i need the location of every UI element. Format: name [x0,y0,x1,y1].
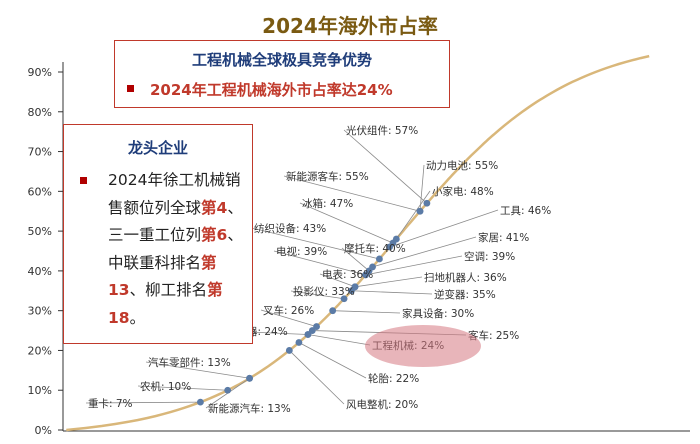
callout-point-text: 2024年工程机械海外市占率达24% [150,81,393,99]
data-point [295,339,303,346]
data-label: 冰箱: 47% [302,197,353,210]
data-label: 客车: 25% [468,329,519,342]
data-label: 轮胎: 22% [368,372,419,385]
data-label: 家具设备: 30% [402,307,474,320]
callout-text: 、三一重工位列 [108,198,243,245]
rank-zoomlion: 第13 [108,253,217,300]
leader-line [251,227,380,260]
data-label: 投影仪: 33% [293,285,355,298]
data-label: 风电整机: 20% [346,398,418,411]
y-tick-label: 70% [28,146,52,159]
callout-text: 、柳工排名 [129,281,208,299]
highlight-ellipse [365,325,481,367]
callout-competitiveness: 工程机械全球极具竞争优势 2024年工程机械海外市占率达24% [114,40,450,108]
callout-text: 、中联重科排名 [108,226,243,272]
leader-line [290,290,345,300]
leader-line [419,164,425,212]
leader-line [298,342,367,379]
leader-line [343,129,428,204]
rank-sany: 第6 [201,226,228,244]
data-label: 小家电: 48% [432,185,494,198]
y-tick-label: 0% [35,424,52,437]
data-point [369,263,376,271]
leader-line [307,334,371,346]
bullet-square-icon [80,177,87,184]
leader-line [389,209,499,248]
leader-line [299,202,394,244]
leader-line [351,290,433,295]
y-tick-label: 30% [28,305,52,318]
data-label: 农机: 10% [140,380,191,393]
callout-leading-firms: 龙头企业 2024年徐工机械销售额位列全球第4、三一重工位列第6、中联重科排名第… [63,124,253,344]
data-label: 光伏组件: 57% [346,124,418,137]
data-point [351,283,359,291]
data-point [308,327,316,334]
y-tick-label: 50% [28,225,52,238]
y-tick-label: 10% [28,384,52,397]
data-point [224,386,232,394]
data-labels: 重卡: 7% 农机: 10% 汽车零部件: 13% 新能源汽车: 13% 风电整机: 2… [88,124,551,415]
callout-heading: 工程机械全球极具竞争优势 [191,51,372,69]
leader-line [289,350,345,405]
data-label: 新能源汽车: 13% [208,402,291,415]
leader-line [283,175,421,212]
y-tick-label: 20% [28,344,52,357]
data-label: 工具: 46% [500,205,551,217]
callout-text: 2024年徐工机械销售额位列全球 [108,171,241,217]
data-label: 电表: 36% [322,268,373,281]
leader-line [273,250,366,276]
leader-line [395,190,431,240]
data-label: 新能源客车: 55% [286,170,369,183]
data-point [285,347,293,354]
leader-line [85,401,201,404]
data-label: 家居: 41% [478,231,529,244]
callout-point: 2024年工程机械海外市占率达24% [127,79,393,100]
data-point [340,295,348,303]
data-label: 摩托车: 40% [344,242,406,255]
leader-line [365,255,463,276]
leader-lines [85,129,499,409]
callout-text: 。 [129,308,146,327]
data-point [416,207,424,215]
data-label: 叉车: 26% [263,304,314,317]
data-point [304,331,312,338]
page-title: 2024年海外市占率 [262,14,438,38]
data-point [313,323,320,330]
bullet-square-icon [127,85,134,92]
leader-line [332,310,401,314]
leader-line [341,247,370,272]
y-tick-label: 60% [28,185,52,198]
data-label: 重卡: 7% [88,397,133,410]
callout-heading: 龙头企业 [127,139,188,157]
rank-xcmg: 第4 [201,198,228,217]
leader-line [372,236,477,268]
y-tick-label: 90% [28,66,52,79]
data-label: 扫地机器人: 36% [424,271,507,284]
data-point [329,307,337,315]
data-label: 纺织设备: 43% [254,222,326,235]
data-label: 动力电池: 55% [426,159,498,172]
data-label: 电视: 39% [276,245,327,258]
leader-line [354,276,423,288]
callout-body: 2024年徐工机械销售额位列全球第4、三一重工位列第6、中联重科排名第13、柳工… [108,167,248,332]
data-point [376,255,383,263]
data-point [246,374,253,382]
data-point [197,398,204,406]
data-label: 逆变器: 35% [434,288,496,301]
data-label: 空调: 39% [464,250,515,263]
y-axis: 0% 10% 20% 30% 40% 50% 60% 70% 80% 90% [28,62,690,437]
y-tick-label: 80% [28,106,52,119]
data-label: 汽车零部件: 13% [148,356,231,369]
data-points [197,199,431,406]
data-point [392,235,400,243]
data-point [423,199,431,207]
leader-line [319,273,356,288]
rank-liugong: 第18 [108,281,223,327]
leader-line [145,361,250,379]
y-tick-label: 40% [28,265,52,278]
leader-line [137,385,228,391]
leader-line [260,309,317,327]
